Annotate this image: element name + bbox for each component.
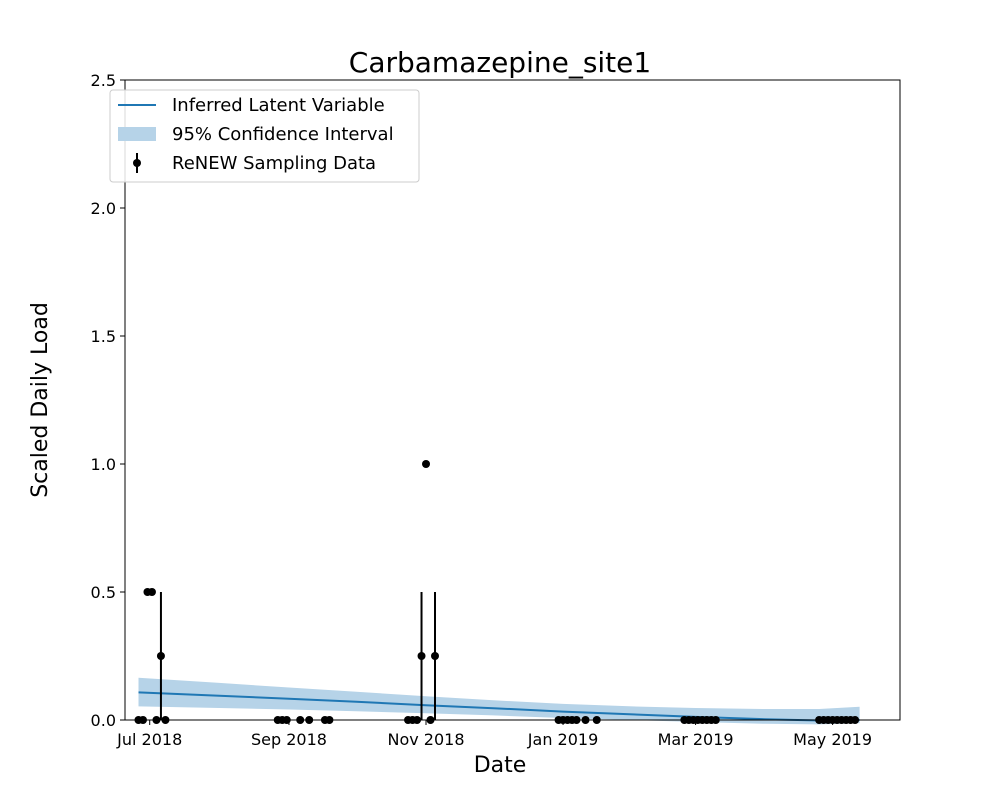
- sample-point: [431, 652, 439, 660]
- y-tick-label: 2.5: [91, 71, 116, 90]
- x-tick-label: Sep 2018: [251, 730, 327, 749]
- legend: Inferred Latent Variable 95% Confidence I…: [109, 89, 420, 183]
- legend-label: Inferred Latent Variable: [172, 95, 385, 116]
- x-tick-label: Jan 2019: [527, 730, 598, 749]
- legend-label: ReNEW Sampling Data: [172, 153, 376, 174]
- sample-point: [422, 460, 431, 468]
- x-tick-label: Jul 2018: [116, 730, 182, 749]
- y-tick-label: 0.0: [91, 711, 116, 730]
- confidence-band: [138, 677, 860, 725]
- y-tick-label: 2.0: [91, 199, 116, 218]
- chart-title: Carbamazepine_site1: [349, 46, 651, 79]
- y-tick-label: 0.5: [91, 583, 116, 602]
- legend-label: 95% Confidence Interval: [172, 124, 394, 145]
- latent-variable-line: [138, 691, 860, 722]
- y-tick-label: 1.0: [91, 455, 116, 474]
- y-tick-label: 1.5: [91, 327, 116, 346]
- x-tick-label: Mar 2019: [658, 730, 734, 749]
- axes: Jul 2018 Sep 2018 Nov 2018 Jan 2019 Mar 2019…: [91, 71, 873, 749]
- x-tick-label: Nov 2018: [387, 730, 464, 749]
- sample-point: [147, 588, 156, 596]
- legend-band-swatch: [118, 127, 156, 141]
- sample-point: [156, 652, 165, 660]
- plot-frame: [124, 79, 901, 721]
- legend-box: [109, 89, 420, 183]
- sample-point: [417, 652, 426, 660]
- legend-point-swatch: [133, 159, 141, 167]
- y-axis-title: Scaled Daily Load: [28, 302, 53, 498]
- x-axis-title: Date: [474, 753, 527, 778]
- x-tick-label: May 2019: [793, 730, 872, 749]
